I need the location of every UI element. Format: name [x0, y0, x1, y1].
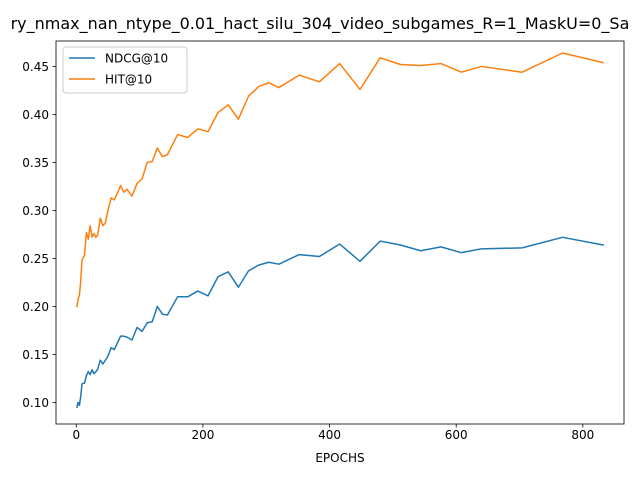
y-tick-label: 0.40 [22, 108, 49, 122]
y-tick-label: 0.25 [22, 252, 49, 266]
x-tick-label: 200 [191, 428, 214, 442]
legend-label: HIT@10 [105, 73, 152, 87]
x-axis-label: EPOCHS [315, 451, 364, 465]
x-tick-label: 800 [571, 428, 594, 442]
legend-label: NDCG@10 [105, 52, 168, 66]
y-tick-label: 0.35 [22, 156, 49, 170]
series-line-hit-10 [76, 52, 605, 308]
y-tick-label: 0.10 [22, 396, 49, 410]
axes-frame [55, 40, 625, 425]
y-tick-label: 0.30 [22, 204, 49, 218]
x-tick-label: 0 [72, 428, 80, 442]
series-line-ndcg-10 [75, 236, 604, 409]
y-tick-label: 0.45 [22, 60, 49, 74]
legend: NDCG@10 HIT@10 [62, 46, 188, 94]
plot-area [75, 52, 605, 409]
y-tick-label: 0.15 [22, 348, 49, 362]
x-tick-label: 600 [445, 428, 468, 442]
x-tick-label: 400 [318, 428, 341, 442]
chart-title: ry_nmax_nan_ntype_0.01_hact_silu_304_vid… [11, 14, 630, 34]
axes: 0 200 400 600 800 0.10 0.15 0.20 0.25 0.30 0.35 0.4… [22, 40, 625, 442]
y-tick-label: 0.20 [22, 300, 49, 314]
